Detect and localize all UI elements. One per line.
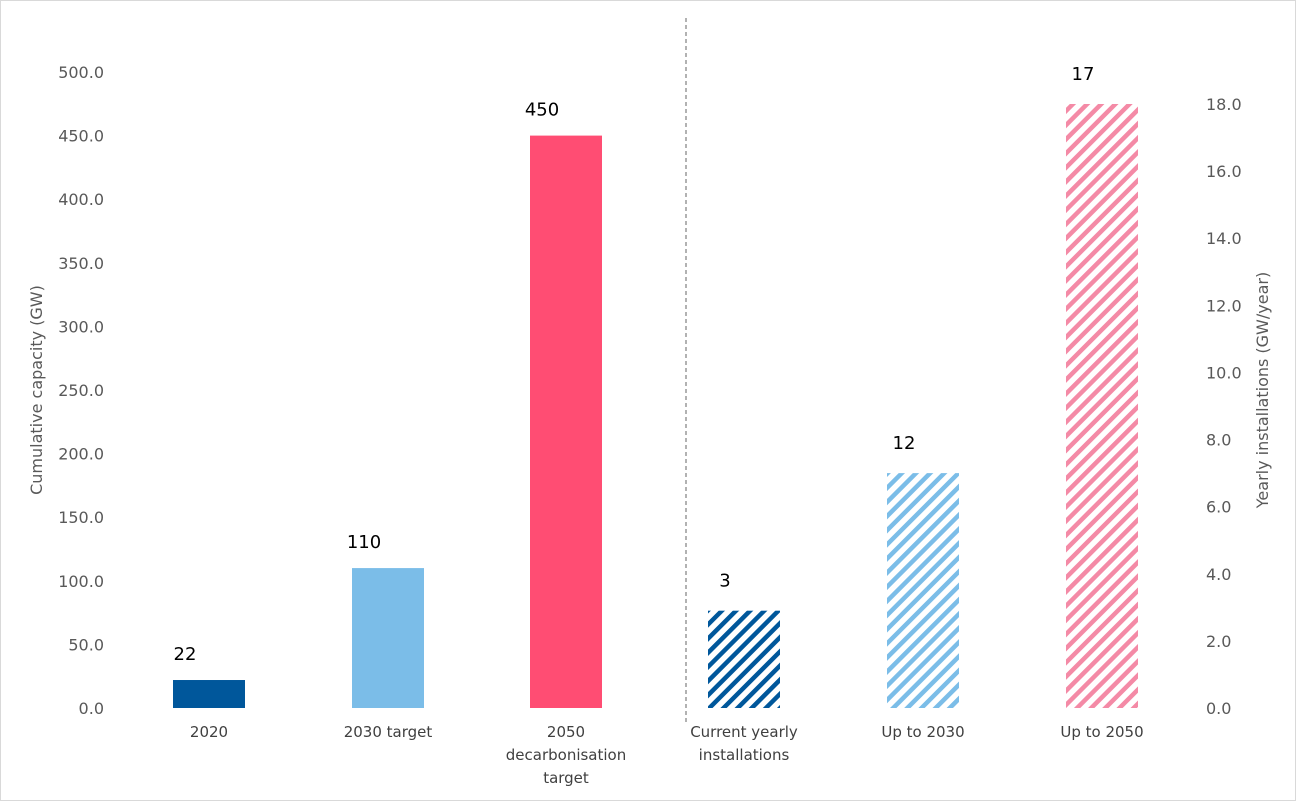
bar	[1066, 104, 1138, 708]
bars	[173, 104, 1138, 709]
right-tick-label: 14.0	[1206, 229, 1242, 248]
category-labels: 2020 2030 target 2050 decarbonisation target…	[190, 723, 1144, 787]
bar	[352, 568, 424, 708]
bar	[708, 610, 780, 708]
bar-value-label: 12	[893, 433, 916, 454]
left-tick-label: 50.0	[68, 635, 104, 654]
category-label: 2020	[190, 723, 228, 741]
category-label: 2030 target	[344, 723, 433, 741]
bar-value-label: 450	[525, 100, 559, 121]
left-tick-label: 350.0	[58, 254, 104, 273]
category-label: 2050	[547, 723, 585, 741]
left-tick-label: 200.0	[58, 445, 104, 464]
bar	[887, 473, 959, 708]
left-tick-label: 300.0	[58, 317, 104, 336]
left-tick-label: 100.0	[58, 572, 104, 591]
right-tick-label: 6.0	[1206, 498, 1231, 517]
right-tick-label: 12.0	[1206, 296, 1242, 315]
category-label: decarbonisation	[506, 746, 626, 764]
bar-value-label: 22	[174, 644, 197, 665]
left-tick-label: 0.0	[79, 699, 104, 718]
bar-value-label: 3	[719, 571, 730, 592]
category-label: installations	[699, 746, 790, 764]
right-tick-label: 18.0	[1206, 95, 1242, 114]
right-tick-label: 4.0	[1206, 565, 1231, 584]
bar	[530, 135, 602, 709]
right-tick-label: 8.0	[1206, 431, 1231, 450]
bar-value-label: 17	[1072, 64, 1095, 85]
right-tick-label: 16.0	[1206, 162, 1242, 181]
right-tick-label: 2.0	[1206, 632, 1231, 651]
right-axis-title: Yearly installations (GW/year)	[1253, 272, 1272, 509]
bar	[173, 680, 245, 708]
left-tick-label: 400.0	[58, 190, 104, 209]
data-labels: 22 110 450 3 12 17	[174, 64, 1095, 665]
left-tick-label: 150.0	[58, 508, 104, 527]
right-axis-ticks: 0.0 2.0 4.0 6.0 8.0 10.0 12.0 14.0 16.0 18.0	[1206, 95, 1242, 718]
category-label: Up to 2030	[881, 723, 964, 741]
right-tick-label: 0.0	[1206, 699, 1231, 718]
category-label: target	[543, 769, 589, 787]
category-label: Up to 2050	[1060, 723, 1143, 741]
bar-value-label: 110	[347, 532, 381, 553]
left-axis-title: Cumulative capacity (GW)	[27, 285, 46, 495]
left-tick-label: 450.0	[58, 127, 104, 146]
left-tick-label: 500.0	[58, 63, 104, 82]
category-label: Current yearly	[690, 723, 798, 741]
left-axis-ticks: 0.0 50.0 100.0 150.0 200.0 250.0 300.0 350.0 400…	[58, 63, 104, 718]
right-tick-label: 10.0	[1206, 363, 1242, 382]
left-tick-label: 250.0	[58, 381, 104, 400]
